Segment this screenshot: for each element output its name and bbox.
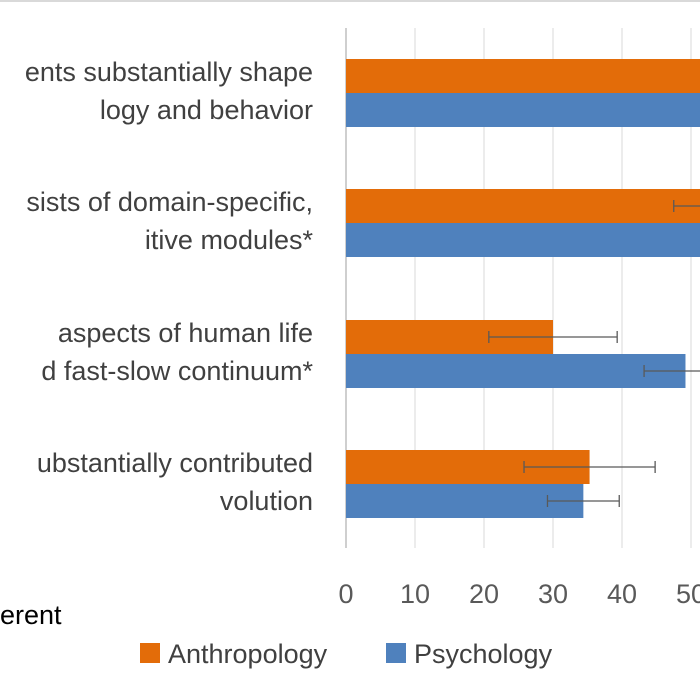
x-tick-label-50: 50 bbox=[676, 579, 700, 609]
category-label-3-line-0: ubstantially contributed bbox=[37, 448, 313, 478]
bar-psychology-1 bbox=[346, 223, 700, 257]
bar-psychology-3 bbox=[346, 484, 584, 518]
x-tick-label-10: 10 bbox=[400, 579, 430, 609]
category-label-2-line-0: aspects of human life bbox=[58, 318, 313, 348]
x-tick-label-40: 40 bbox=[607, 579, 637, 609]
category-label-0-line-0: ents substantially shape bbox=[25, 57, 313, 87]
legend-label-anthropology: Anthropology bbox=[168, 639, 328, 669]
chart-partial-title: erent bbox=[0, 600, 62, 630]
category-label-1-line-0: sists of domain-specific, bbox=[26, 187, 313, 217]
category-label-2-line-1: d fast-slow continuum* bbox=[41, 356, 313, 386]
x-tick-label-30: 30 bbox=[538, 579, 568, 609]
legend-label-psychology: Psychology bbox=[414, 639, 553, 669]
legend-swatch-psychology bbox=[386, 643, 406, 663]
category-label-1-line-1: itive modules* bbox=[145, 225, 314, 255]
category-label-0-line-1: logy and behavior bbox=[100, 95, 313, 125]
bar-psychology-0 bbox=[346, 93, 700, 127]
legend-swatch-anthropology bbox=[140, 643, 160, 663]
category-label-3-line-1: volution bbox=[220, 486, 313, 516]
bar-anthropology-0 bbox=[346, 59, 700, 93]
bar-psychology-2 bbox=[346, 354, 686, 388]
bar-anthropology-1 bbox=[346, 189, 700, 223]
x-tick-label-0: 0 bbox=[338, 579, 353, 609]
x-tick-label-20: 20 bbox=[469, 579, 499, 609]
